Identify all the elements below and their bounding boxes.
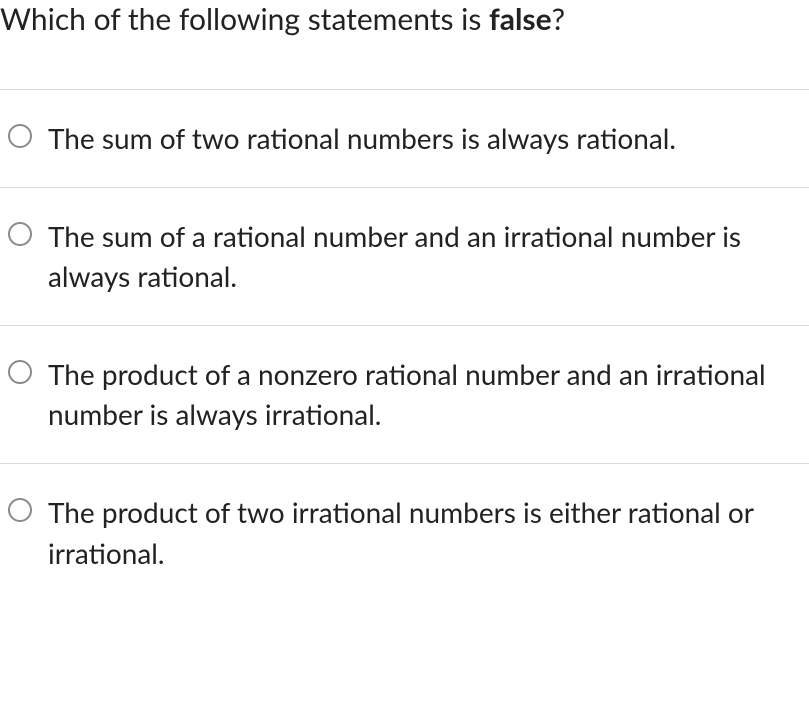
option-row[interactable]: The product of two irrational numbers is… — [0, 463, 809, 583]
question-container: Which of the following statements is fal… — [0, 0, 809, 583]
option-text: The product of a nonzero rational number… — [48, 354, 801, 435]
radio-icon[interactable] — [8, 498, 32, 522]
option-text: The sum of a rational number and an irra… — [48, 216, 801, 297]
option-row[interactable]: The product of a nonzero rational number… — [0, 325, 809, 463]
radio-icon[interactable] — [8, 222, 32, 246]
question-bold-word: false — [489, 1, 552, 37]
question-prompt: Which of the following statements is fal… — [0, 0, 809, 89]
radio-icon[interactable] — [8, 360, 32, 384]
question-prefix: Which of the following statements is — [0, 1, 489, 37]
option-text: The product of two irrational numbers is… — [48, 492, 801, 573]
option-row[interactable]: The sum of a rational number and an irra… — [0, 187, 809, 325]
option-row[interactable]: The sum of two rational numbers is alway… — [0, 89, 809, 187]
option-text: The sum of two rational numbers is alway… — [48, 118, 676, 159]
question-suffix: ? — [552, 1, 565, 37]
radio-icon[interactable] — [8, 124, 32, 148]
options-list: The sum of two rational numbers is alway… — [0, 89, 809, 583]
